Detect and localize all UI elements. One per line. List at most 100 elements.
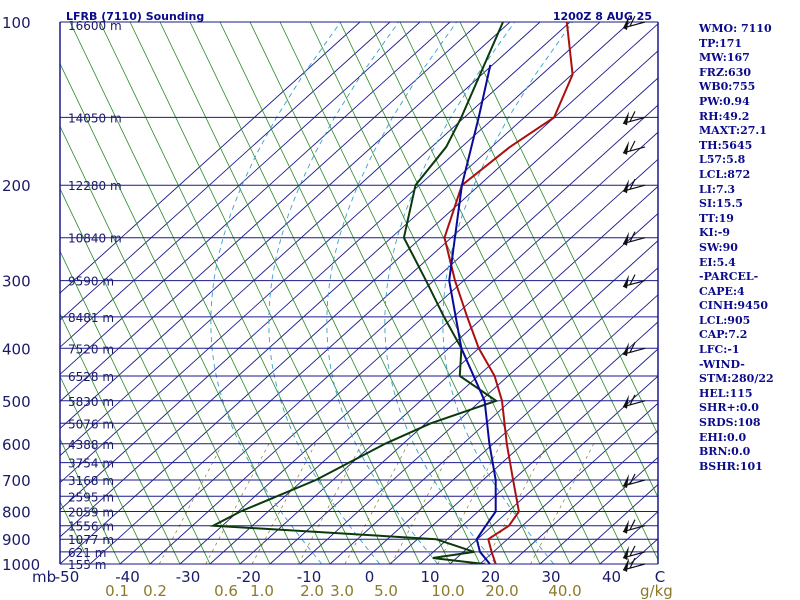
isotherm-line — [60, 23, 658, 564]
sounding-index-item: LCL:905 — [699, 313, 751, 327]
wind-barb-flag — [623, 394, 629, 409]
isotherm-line — [119, 77, 658, 564]
wind-barb — [622, 178, 646, 194]
sounding-index-item: SHR+:0.0 — [699, 401, 759, 415]
height-label: 8481 m — [68, 311, 114, 325]
isotherm-line — [60, 22, 361, 294]
mixing-ratio-tick-label: 10.0 — [431, 582, 464, 600]
mixing-ratio-line — [298, 443, 363, 564]
sounding-index-item: SRDS:108 — [699, 416, 761, 430]
wind-barb — [622, 342, 646, 357]
sounding-index-item: -PARCEL- — [699, 270, 759, 284]
isotherm-line — [179, 131, 658, 564]
pressure-tick-label: 700 — [2, 472, 31, 490]
sounding-index-item: HEL:115 — [699, 386, 753, 400]
isotherm-line — [60, 22, 391, 321]
temperature-tick-label: -50 — [55, 568, 80, 586]
isotherm-line — [60, 22, 481, 403]
sounding-profile-line — [209, 22, 504, 564]
dry-adiabat-line — [429, 22, 658, 499]
mixing-ratio-line — [390, 443, 455, 564]
dry-adiabat-line — [129, 22, 391, 564]
dry-adiabat-line — [99, 22, 361, 564]
wind-barb-flag — [623, 16, 629, 30]
wind-barb-feather — [629, 473, 636, 485]
height-label: 1556 m — [68, 520, 114, 534]
sounding-index-item: EHI:0.0 — [699, 430, 747, 444]
temperature-tick-label: 30 — [541, 568, 560, 586]
isotherm-line — [539, 456, 658, 564]
chart-title: LFRB (7110) Sounding — [66, 10, 204, 23]
wind-barb-feather — [629, 557, 636, 569]
temperature-tick-label: 10 — [420, 568, 439, 586]
sounding-index-item: LI:7.3 — [699, 182, 736, 196]
temperature-tick-label: -10 — [297, 568, 322, 586]
height-label: 9590 m — [68, 275, 114, 289]
wind-barb — [622, 111, 646, 126]
sounding-index-item: RH:49.2 — [699, 109, 750, 123]
sounding-index-item: PW:0.94 — [699, 94, 750, 108]
isotherm-line — [60, 22, 631, 538]
sounding-index-item: SI:15.5 — [699, 197, 743, 211]
height-label: 621 m — [68, 546, 106, 560]
pressure-tick-label: 400 — [2, 340, 31, 358]
sounding-index-item: L57:5.8 — [699, 153, 746, 167]
wind-barb-flag — [623, 342, 629, 357]
height-label: 14050 m — [68, 111, 122, 125]
top-height-label: 16600 m — [68, 19, 122, 33]
wind-barb — [622, 394, 646, 409]
sounding-index-item: KI:-9 — [699, 226, 730, 240]
isotherm-line — [149, 104, 658, 564]
dry-adiabat-line — [219, 22, 481, 564]
dry-adiabat-line — [60, 187, 241, 564]
moist-adiabat-line — [326, 22, 457, 564]
sounding-index-item: CAP:7.2 — [699, 328, 748, 342]
wind-barb — [622, 545, 646, 560]
moist-adiabat-line — [442, 22, 573, 564]
sounding-index-item: CAPE:4 — [699, 284, 745, 298]
pressure-unit-label: mb — [32, 568, 56, 586]
pressure-tick-label: 1000 — [2, 556, 40, 574]
isotherm-line — [60, 22, 511, 430]
temperature-unit-label: C — [655, 568, 665, 586]
wind-barb-feather — [629, 545, 636, 557]
mixing-ratio-tick-label: 1.0 — [250, 582, 274, 600]
pressure-tick-label: 900 — [2, 531, 31, 549]
mixing-ratio-tick-label: 0.1 — [105, 582, 129, 600]
sounding-index-item: CINH:9450 — [699, 299, 769, 313]
isotherm-line — [60, 22, 421, 348]
sounding-index-item: TH:5645 — [699, 138, 753, 152]
wind-barb-flag — [623, 474, 629, 488]
wind-barb-feather — [629, 274, 636, 285]
mixing-ratio-line — [530, 443, 595, 564]
isotherm-line — [60, 22, 601, 511]
wind-barb-flag — [623, 111, 629, 126]
dry-adiabat-line — [159, 22, 421, 564]
wind-barb-flag — [623, 274, 629, 289]
wind-barb-feather — [629, 111, 636, 122]
temperature-tick-label: -40 — [115, 568, 140, 586]
mixing-ratio-tick-label: 2.0 — [300, 582, 324, 600]
mixing-ratio-unit-label: g/kg — [640, 582, 673, 600]
temperature-tick-label: 0 — [365, 568, 375, 586]
dry-adiabat-line — [60, 250, 211, 564]
isotherm-line — [299, 240, 658, 564]
height-label: 7520 m — [68, 342, 114, 356]
mixing-ratio-tick-label: 5.0 — [374, 582, 398, 600]
wind-barb-flag — [623, 519, 629, 534]
height-label: 5830 m — [68, 395, 114, 409]
chart-time-label: 1200Z 8 AUG 25 — [553, 10, 652, 23]
chart-labels: LFRB (7110) Sounding 1200Z 8 AUG 25 mb C… — [32, 10, 673, 600]
isotherm-line — [60, 22, 541, 457]
mixing-ratio-line — [344, 443, 409, 564]
wind-barb-feather — [629, 15, 636, 27]
pressure-tick-label: 500 — [2, 393, 31, 411]
sounding-index-item: BRN:0.0 — [699, 445, 751, 459]
height-label: 10840 m — [68, 232, 122, 246]
temperature-tick-label: 20 — [481, 568, 500, 586]
wind-barb — [622, 15, 646, 30]
sounding-index-item: FRZ:630 — [699, 65, 752, 79]
dry-adiabat-line — [60, 62, 301, 564]
wind-barb — [622, 274, 646, 289]
